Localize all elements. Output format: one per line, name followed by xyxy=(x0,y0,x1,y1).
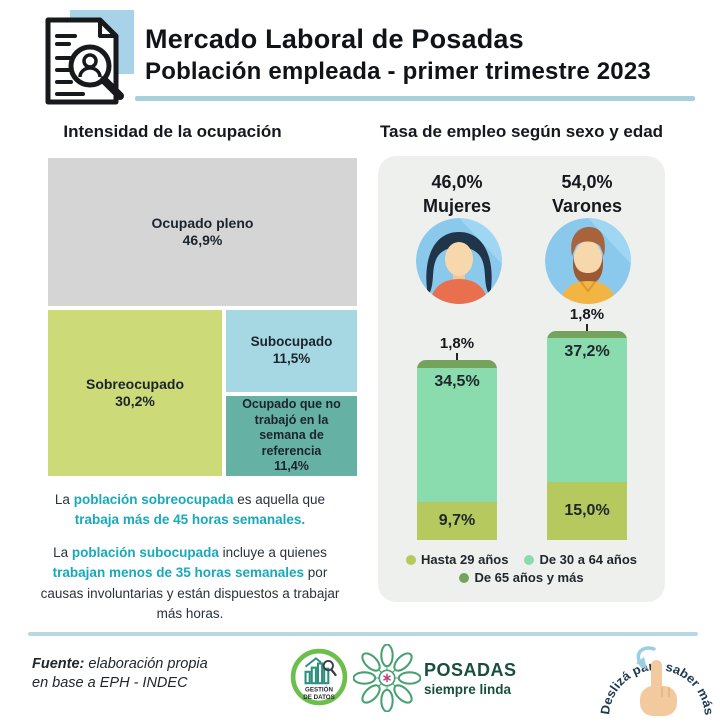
document-magnifier-icon xyxy=(45,10,134,105)
pointing-hand-icon xyxy=(640,660,677,716)
group-pct: 46,0% xyxy=(431,172,483,192)
age-legend: Hasta 29 años De 30 a 64 años De 65 años… xyxy=(378,552,665,585)
block-label: Subocupado xyxy=(250,334,333,350)
header-underline xyxy=(135,96,695,101)
block-value: 11,5% xyxy=(272,351,311,366)
employment-card: 46,0% Mujeres 54,0% Varones xyxy=(378,156,665,602)
note-subocupada: La población subocupada incluye a quiene… xyxy=(35,543,345,624)
gestion-de-datos-logo: GESTIÓN DE DATOS xyxy=(290,648,348,706)
segment-65-y-mas xyxy=(547,331,627,338)
treemap-block-subocupado: Subocupado 11,5% xyxy=(226,310,357,392)
posadas-wordmark: POSADAS siempre linda xyxy=(424,660,517,697)
legend-dot-icon xyxy=(524,554,535,565)
note-accent: trabaja más de 45 horas semanales. xyxy=(74,512,306,528)
legend-item-hasta-29: Hasta 29 años xyxy=(406,552,508,567)
legend-dot-icon xyxy=(459,572,470,583)
callout-line xyxy=(456,353,458,361)
legend-label: De 65 años y más xyxy=(474,570,584,585)
segment-value: 34,5% xyxy=(434,373,480,390)
segment-30-a-64: 37,2% xyxy=(547,338,627,482)
note-sobreocupada: La población sobreocupada es aquella que… xyxy=(35,490,345,531)
swipe-hint[interactable]: Deslizá para saber más xyxy=(596,634,718,726)
legend-item-65-y-mas: De 65 años y más xyxy=(459,570,584,585)
segment-value: 15,0% xyxy=(564,502,610,519)
segment-hasta-29: 15,0% xyxy=(547,482,627,540)
block-value: 30,2% xyxy=(115,393,155,409)
page-subtitle: Población empleada - primer trimestre 20… xyxy=(145,58,651,85)
gestion-logo-line2: DE DATOS xyxy=(303,694,334,701)
woman-avatar-icon xyxy=(416,218,502,304)
source-label: Fuente: xyxy=(32,656,85,672)
segment-value: 37,2% xyxy=(564,343,610,360)
note-text: por causas involuntarias y están dispues… xyxy=(40,565,340,621)
source-note: Fuente: elaboración propia en base a EPH… xyxy=(32,655,208,693)
segment-30-a-64: 34,5% xyxy=(417,368,497,502)
legend-item-30-a-64: De 30 a 64 años xyxy=(524,552,637,567)
note-text: La xyxy=(54,492,74,507)
group-label: Varones xyxy=(551,196,623,217)
legend-label: Hasta 29 años xyxy=(421,552,509,567)
stacked-bar-varones: 37,2% 15,0% xyxy=(547,331,627,540)
block-label: Ocupado pleno xyxy=(151,214,254,231)
treemap-block-sobreocupado: Sobreocupado 30,2% xyxy=(48,310,222,476)
man-avatar-icon xyxy=(545,218,631,304)
note-accent: trabajan menos de 35 horas semanales xyxy=(52,565,305,581)
legend-label: De 30 a 64 años xyxy=(539,552,637,567)
note-accent: población subocupada xyxy=(71,545,219,560)
callout-label-varones-65: 1,8% xyxy=(569,306,605,323)
block-label: Ocupado que no trabajó en la semana de r… xyxy=(242,396,341,458)
note-text: incluye a quienes xyxy=(218,545,327,560)
group-pct: 54,0% xyxy=(561,172,613,192)
source-text-1: elaboración propia xyxy=(84,656,208,672)
intensity-section-title: Intensidad de la ocupación xyxy=(63,122,282,141)
posadas-flower-logo xyxy=(353,644,421,712)
footer-divider xyxy=(28,632,698,636)
posadas-tagline: siempre linda xyxy=(424,682,512,697)
intensity-treemap: Ocupado pleno 46,9% Sobreocupado 30,2% S… xyxy=(48,158,357,476)
callout-line xyxy=(586,324,588,332)
group-head-varones: 54,0% Varones xyxy=(527,170,647,219)
segment-value: 9,7% xyxy=(438,512,476,529)
group-head-mujeres: 46,0% Mujeres xyxy=(397,170,517,219)
gestion-logo-line1: GESTIÓN xyxy=(305,686,333,694)
source-text-2: en base a EPH - INDEC xyxy=(32,674,188,691)
block-value: 46,9% xyxy=(182,232,223,248)
segment-hasta-29: 9,7% xyxy=(417,502,497,540)
note-text: es aquella que xyxy=(233,492,326,507)
group-label: Mujeres xyxy=(422,196,492,217)
block-value: 11,4% xyxy=(274,459,309,474)
posadas-name: POSADAS xyxy=(424,660,517,680)
legend-dot-icon xyxy=(406,554,416,565)
block-label: Sobreocupado xyxy=(85,375,184,392)
treemap-block-ocupado-pleno: Ocupado pleno 46,9% xyxy=(48,158,357,306)
note-accent: población sobreocupada xyxy=(73,492,234,507)
callout-label-mujeres-65: 1,8% xyxy=(439,335,475,352)
note-text: La xyxy=(53,545,72,560)
stacked-bar-mujeres: 34,5% 9,7% xyxy=(417,360,497,540)
segment-65-y-mas xyxy=(417,360,497,368)
treemap-block-no-trabajo: Ocupado que no trabajó en la semana de r… xyxy=(226,396,357,476)
page-title: Mercado Laboral de Posadas xyxy=(145,24,524,54)
employment-section-title: Tasa de empleo según sexo y edad xyxy=(379,122,664,141)
